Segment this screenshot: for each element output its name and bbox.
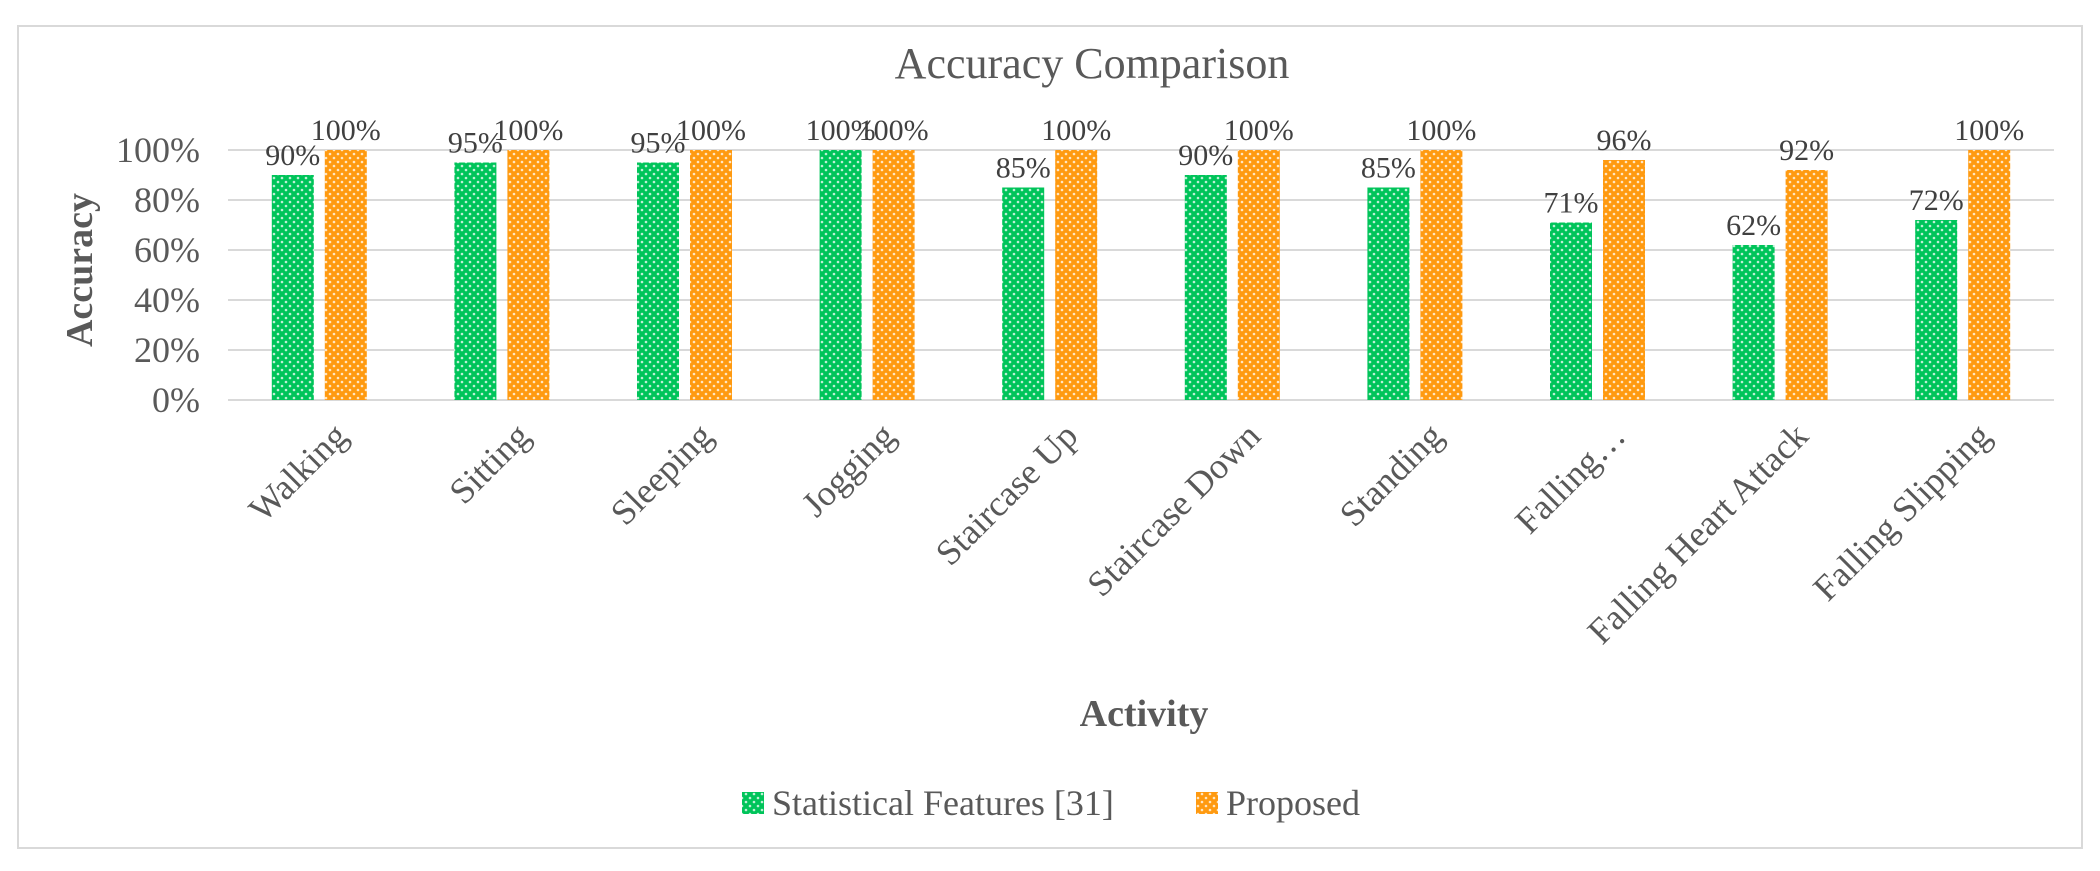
bar-statistical-features [1915,220,1958,400]
data-label: 100% [1224,114,1294,147]
bar-proposed [1055,150,1098,400]
bar-proposed [507,150,550,400]
bar-proposed [1420,150,1463,400]
y-tick-label: 20% [134,330,200,370]
legend-swatch [742,792,764,814]
bar-statistical-features [819,150,862,400]
data-label: 96% [1597,124,1652,157]
bar-statistical-features [1002,187,1045,400]
data-label: 71% [1544,187,1599,220]
bar-statistical-features [1184,175,1227,400]
data-label: 72% [1909,184,1964,217]
y-tick-label: 0% [152,380,200,420]
bars [271,150,2011,400]
y-tick-label: 80% [134,180,200,220]
bar-proposed [872,150,915,400]
data-label: 100% [1406,114,1476,147]
data-label: 100% [676,114,746,147]
bar-statistical-features [271,175,314,400]
legend-label: Statistical Features [31] [772,783,1114,823]
data-label: 90% [1178,139,1233,172]
bar-statistical-features [1732,245,1775,400]
legend-label: Proposed [1226,783,1360,823]
legend-swatch [1196,792,1218,814]
data-label: 100% [493,114,563,147]
bar-proposed [1785,170,1828,400]
data-label: 90% [265,139,320,172]
data-label: 100% [1954,114,2024,147]
data-label: 100% [859,114,929,147]
data-label: 100% [806,114,876,147]
data-label: 92% [1779,134,1834,167]
y-axis-ticks: 0% 20% 40% 60% 80% 100% [116,130,200,420]
y-axis-title: Accuracy [59,193,101,347]
data-label: 95% [631,127,686,160]
chart-title: Accuracy Comparison [895,39,1290,88]
y-tick-label: 60% [134,230,200,270]
bar-proposed [1603,160,1645,400]
y-tick-label: 100% [116,130,200,170]
data-labels: 90%100% 95%100% 95%100% 100%100%85%100%90%1… [265,114,2024,242]
data-label: 62% [1726,209,1781,242]
x-axis-title: Activity [1080,693,1209,735]
data-label: 85% [1361,152,1416,185]
bar-statistical-features [1367,187,1410,400]
data-label: 85% [996,152,1051,185]
bar-proposed [324,150,367,400]
bar-proposed [690,150,732,400]
bar-statistical-features [454,162,497,400]
bar-statistical-features [637,162,679,400]
bar-proposed [1237,150,1280,400]
data-label: 95% [448,127,503,160]
legend: Statistical Features [31] Proposed [742,783,1360,823]
y-tick-label: 40% [134,280,200,320]
data-label: 100% [1041,114,1111,147]
bar-statistical-features [1550,222,1592,400]
data-label: 100% [311,114,381,147]
bar-proposed [1968,150,2011,400]
